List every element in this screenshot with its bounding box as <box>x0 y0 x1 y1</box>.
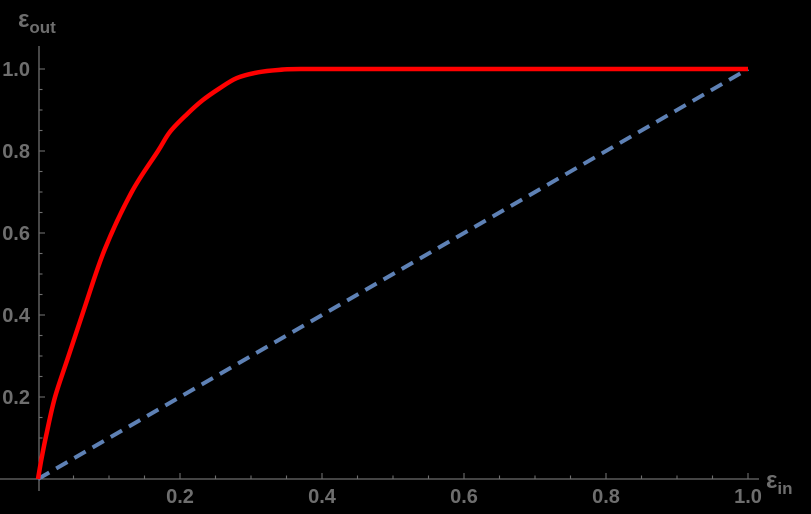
y-tick-label: 0.8 <box>2 141 30 163</box>
x-tick-label: 0.8 <box>592 486 620 508</box>
y-tick-label: 1.0 <box>2 59 30 81</box>
x-tick-label: 1.0 <box>734 486 762 508</box>
x-tick-label: 0.6 <box>450 486 478 508</box>
x-tick-label: 0.2 <box>166 486 194 508</box>
y-tick-label: 0.2 <box>2 387 30 409</box>
series-identity-line <box>36 67 750 481</box>
axes: 0.2 0.4 0.6 0.8 1.0 0.2 0.4 0.6 0.8 1.0 <box>0 46 762 508</box>
series-output-line <box>35 66 748 480</box>
x-axis-label: εin <box>766 467 793 498</box>
y-tick-label: 0.4 <box>2 305 31 327</box>
y-axis-label: εout <box>18 6 56 37</box>
y-tick-label: 0.6 <box>2 223 30 245</box>
x-tick-label: 0.4 <box>308 486 337 508</box>
series-group <box>35 66 750 481</box>
